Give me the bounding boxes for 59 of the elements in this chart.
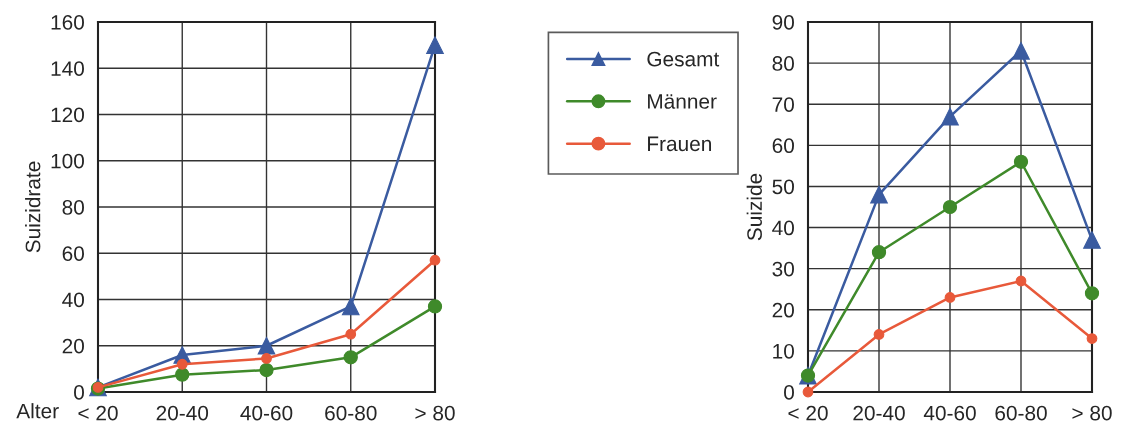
x-tick-label: < 20 [788, 405, 828, 421]
point [1015, 275, 1027, 287]
x-tick-label: > 80 [1072, 405, 1112, 421]
point [343, 350, 358, 365]
legend-label: Männer [648, 94, 717, 109]
point [341, 297, 360, 316]
y-tick-label: 60 [62, 246, 84, 261]
y-axis-title: Suizide [746, 173, 762, 241]
x-tick-label: < 20 [78, 405, 118, 421]
x-tick-label: 60-80 [325, 405, 377, 421]
x-axis-title: Alter [16, 403, 59, 419]
point [426, 36, 444, 54]
y-tick-label: 0 [74, 385, 84, 400]
y-axis-title: Suizidrate [25, 161, 41, 253]
x-tick-label: 40-60 [923, 405, 976, 421]
x-tick-label: 60-80 [995, 405, 1047, 421]
y-tick-label: 60 [772, 138, 794, 154]
point [427, 299, 443, 314]
point [257, 336, 276, 355]
y-tick-label: 0 [784, 385, 794, 400]
point [259, 362, 274, 378]
point [944, 292, 956, 303]
y-tick-label: 100 [51, 153, 84, 169]
y-tick-label: 40 [772, 220, 794, 236]
point [1084, 286, 1100, 301]
x-tick-label: 20-40 [156, 405, 209, 421]
y-tick-label: 160 [51, 15, 84, 30]
point [941, 107, 959, 126]
point [1086, 333, 1098, 344]
legend-label: Gesamt [647, 51, 720, 67]
x-tick-label: 40-60 [240, 405, 293, 421]
y-tick-label: 40 [62, 292, 84, 308]
point [1013, 154, 1029, 169]
y-tick-label: 20 [62, 338, 84, 354]
point [942, 199, 958, 215]
point [175, 367, 190, 382]
legend-label: Frauen [648, 136, 711, 152]
point [1083, 231, 1101, 249]
y-tick-label: 90 [772, 15, 794, 30]
point [429, 254, 441, 266]
y-tick-label: 140 [51, 61, 84, 76]
point [802, 386, 814, 398]
y-tick-label: 70 [772, 97, 794, 112]
y-tick-label: 30 [772, 261, 794, 277]
y-tick-label: 20 [772, 302, 794, 318]
y-tick-label: 50 [772, 179, 794, 195]
point [1012, 41, 1030, 60]
point [261, 353, 272, 364]
x-tick-label: > 80 [415, 405, 455, 421]
point [871, 245, 887, 260]
y-tick-label: 120 [51, 107, 84, 123]
point [345, 328, 357, 340]
point [873, 329, 885, 340]
x-tick-label: 20-40 [853, 405, 905, 421]
y-tick-label: 10 [773, 343, 794, 359]
y-tick-label: 80 [62, 200, 84, 215]
y-tick-label: 80 [772, 56, 794, 71]
point [176, 358, 188, 370]
point [870, 185, 888, 204]
